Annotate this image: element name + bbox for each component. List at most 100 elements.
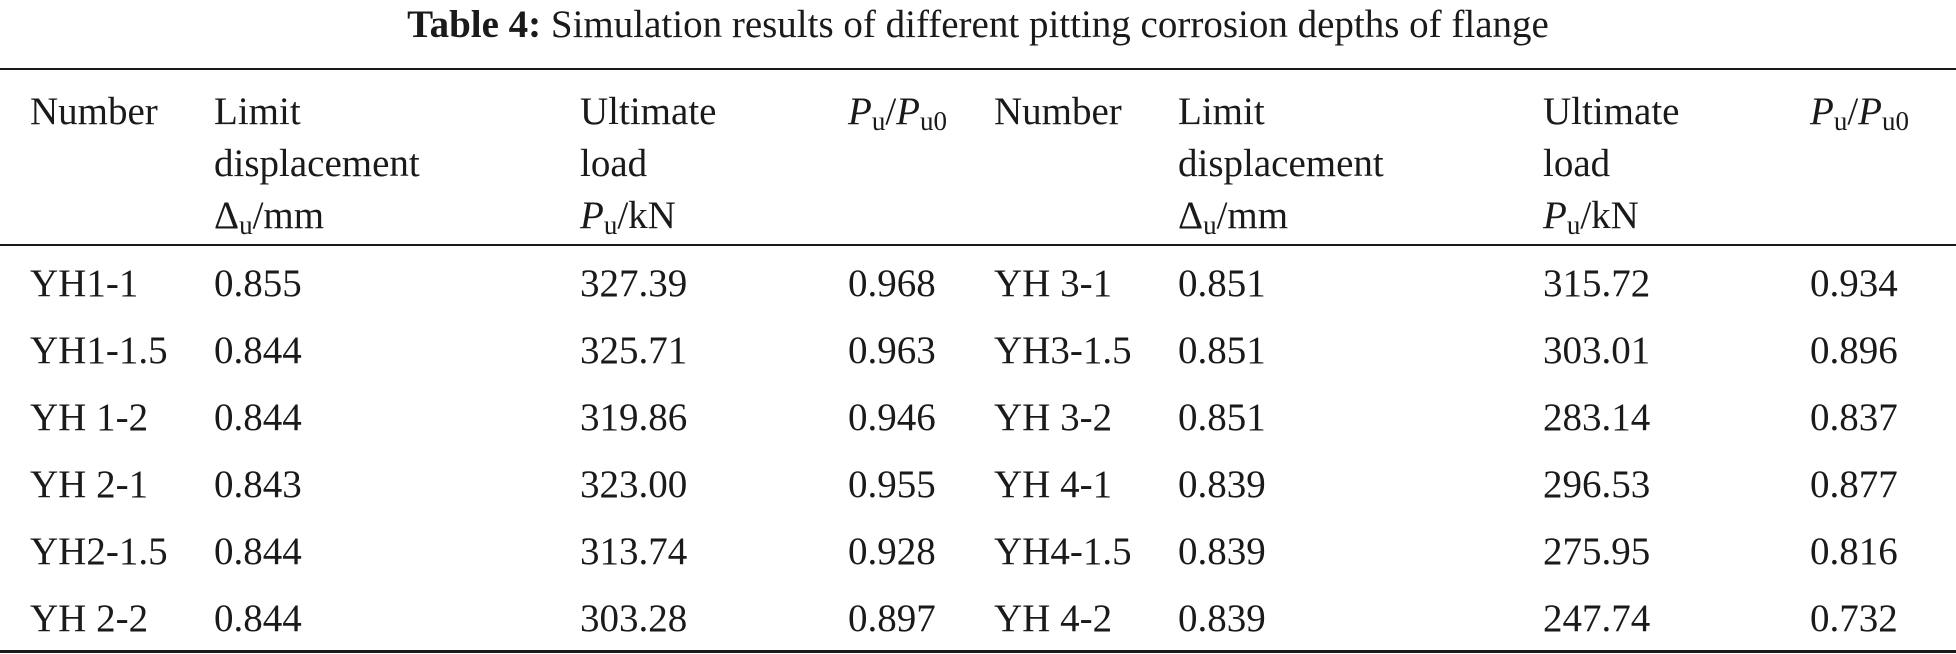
cell-number-right: YH 3-2 <box>994 396 1113 439</box>
header-ratio-right: Pu/Pu0 <box>1810 86 1909 147</box>
cell-number-right: YH 4-1 <box>994 463 1113 506</box>
cell-limit: 0.843 <box>214 463 302 506</box>
header-ultimate-line2: load <box>580 142 648 185</box>
cell-ratio: 0.968 <box>848 262 936 305</box>
cell-number-right: YH 3-1 <box>994 262 1113 305</box>
cell-limit: 0.844 <box>214 396 302 439</box>
header-ultimate-load-right: Ultimate load Pu/kN <box>1543 86 1679 251</box>
header-ultimate-unit-line-right: Pu/kN <box>1543 190 1679 251</box>
header-ratio-den-sub: u0 <box>920 106 947 136</box>
cell-ultimate: 325.71 <box>580 329 688 372</box>
cell-limit-right: 0.839 <box>1178 530 1266 573</box>
table-caption-text: Simulation results of different pitting … <box>550 3 1549 46</box>
header-ultimate-symbol: P <box>580 194 604 237</box>
header-ratio-den-right: P <box>1858 90 1882 133</box>
cell-ultimate-right: 247.74 <box>1543 597 1651 640</box>
header-limit-unit-right: /mm <box>1216 194 1289 237</box>
header-ratio-den-sub-right: u0 <box>1882 106 1909 136</box>
cell-ultimate-right: 283.14 <box>1543 396 1651 439</box>
cell-ratio-right: 0.934 <box>1810 262 1898 305</box>
cell-ultimate: 313.74 <box>580 530 688 573</box>
header-limit-displacement-right: Limit displacement Δu/mm <box>1178 86 1384 251</box>
cell-ultimate-right: 315.72 <box>1543 262 1651 305</box>
header-ratio-num-right: P <box>1810 90 1834 133</box>
cell-limit-right: 0.851 <box>1178 396 1266 439</box>
cell-limit: 0.844 <box>214 530 302 573</box>
cell-number: YH2-1.5 <box>30 530 168 573</box>
header-ultimate-load: Ultimate load Pu/kN <box>580 86 716 251</box>
header-ratio-slash: / <box>885 90 897 133</box>
header-limit-line2-right: displacement <box>1178 142 1384 185</box>
cell-ratio: 0.963 <box>848 329 936 372</box>
cell-ratio: 0.955 <box>848 463 936 506</box>
cell-ultimate: 327.39 <box>580 262 688 305</box>
cell-number-right: YH3-1.5 <box>994 329 1132 372</box>
header-limit-symbol-right: Δ <box>1178 194 1204 237</box>
cell-number: YH1-1 <box>30 262 139 305</box>
header-number: Number <box>30 90 158 133</box>
cell-ultimate-right: 275.95 <box>1543 530 1651 573</box>
header-ultimate-unit-right: /kN <box>1580 194 1639 237</box>
header-limit-unit-line: Δu/mm <box>214 190 420 251</box>
header-ultimate-line1-right: Ultimate <box>1543 90 1680 133</box>
table-top-rule <box>0 68 1956 70</box>
header-limit-unit-line-right: Δu/mm <box>1178 190 1384 251</box>
cell-ratio: 0.946 <box>848 396 936 439</box>
cell-limit: 0.844 <box>214 597 302 640</box>
cell-number-right: YH4-1.5 <box>994 530 1132 573</box>
cell-ratio-right: 0.816 <box>1810 530 1898 573</box>
table-caption-label: Table 4: <box>407 3 542 46</box>
header-ratio: Pu/Pu0 <box>848 86 947 147</box>
table-row: YH1-1 0.855 327.39 0.968 YH 3-1 0.851 31… <box>0 258 1956 310</box>
header-limit-displacement: Limit displacement Δu/mm <box>214 86 420 251</box>
header-limit-line2: displacement <box>214 142 420 185</box>
cell-limit-right: 0.851 <box>1178 262 1266 305</box>
header-limit-line1: Limit <box>214 90 301 133</box>
table-row: YH2-1.5 0.844 313.74 0.928 YH4-1.5 0.839… <box>0 526 1956 578</box>
header-number-right: Number <box>994 90 1122 133</box>
cell-ratio-right: 0.837 <box>1810 396 1898 439</box>
header-ultimate-line1: Ultimate <box>580 90 717 133</box>
header-limit-symbol: Δ <box>214 194 240 237</box>
cell-ratio: 0.897 <box>848 597 936 640</box>
table-row: YH 2-1 0.843 323.00 0.955 YH 4-1 0.839 2… <box>0 459 1956 511</box>
cell-ratio-right: 0.896 <box>1810 329 1898 372</box>
cell-ratio-right: 0.732 <box>1810 597 1898 640</box>
cell-number: YH 2-2 <box>30 597 149 640</box>
table-bottom-rule <box>0 650 1956 653</box>
cell-number: YH 1-2 <box>30 396 149 439</box>
header-ratio-num-sub: u <box>871 106 886 136</box>
table-row: YH1-1.5 0.844 325.71 0.963 YH3-1.5 0.851… <box>0 325 1956 377</box>
header-limit-symbol-sub: u <box>239 210 253 240</box>
cell-ultimate-right: 303.01 <box>1543 329 1651 372</box>
cell-ratio: 0.928 <box>848 530 936 573</box>
header-ultimate-symbol-right: P <box>1543 194 1567 237</box>
cell-ratio-right: 0.877 <box>1810 463 1898 506</box>
header-limit-line1-right: Limit <box>1178 90 1265 133</box>
cell-ultimate-right: 296.53 <box>1543 463 1651 506</box>
header-ratio-num-sub-right: u <box>1833 106 1848 136</box>
header-limit-symbol-sub-right: u <box>1203 210 1217 240</box>
header-ratio-den: P <box>896 90 920 133</box>
header-ultimate-unit: /kN <box>617 194 676 237</box>
table-row: YH 2-2 0.844 303.28 0.897 YH 4-2 0.839 2… <box>0 593 1956 645</box>
cell-ultimate: 319.86 <box>580 396 688 439</box>
cell-limit: 0.855 <box>214 262 302 305</box>
header-ratio-num: P <box>848 90 872 133</box>
header-ultimate-symbol-sub: u <box>603 210 618 240</box>
cell-number: YH1-1.5 <box>30 329 168 372</box>
header-ultimate-line2-right: load <box>1543 142 1611 185</box>
table-header-rule <box>0 244 1956 246</box>
cell-number-right: YH 4-2 <box>994 597 1113 640</box>
header-ultimate-unit-line: Pu/kN <box>580 190 716 251</box>
header-limit-unit: /mm <box>252 194 325 237</box>
header-ultimate-symbol-sub-right: u <box>1566 210 1581 240</box>
header-ratio-slash-right: / <box>1847 90 1859 133</box>
cell-number: YH 2-1 <box>30 463 149 506</box>
cell-ultimate: 303.28 <box>580 597 688 640</box>
cell-ultimate: 323.00 <box>580 463 688 506</box>
table-row: YH 1-2 0.844 319.86 0.946 YH 3-2 0.851 2… <box>0 392 1956 444</box>
table-caption: Table 4: Simulation results of different… <box>0 2 1956 48</box>
cell-limit-right: 0.839 <box>1178 463 1266 506</box>
cell-limit-right: 0.851 <box>1178 329 1266 372</box>
